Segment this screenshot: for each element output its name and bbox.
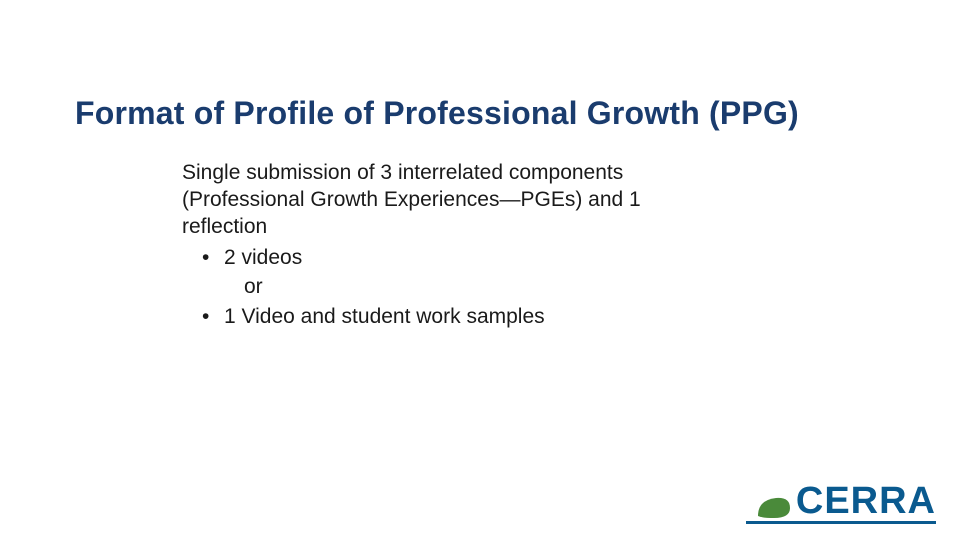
bullet-item: 1 Video and student work samples: [182, 304, 702, 331]
slide-title: Format of Profile of Professional Growth…: [75, 95, 799, 132]
logo-underline: [746, 521, 936, 524]
slide-body: Single submission of 3 interrelated comp…: [182, 160, 702, 331]
cerra-logo: CERRA: [756, 480, 936, 518]
slide: Format of Profile of Professional Growth…: [0, 0, 960, 540]
leaf-icon: [756, 494, 790, 518]
bullet-list: 1 Video and student work samples: [182, 304, 702, 331]
or-separator: or: [182, 274, 702, 301]
intro-paragraph: Single submission of 3 interrelated comp…: [182, 160, 702, 241]
bullet-list: 2 videos: [182, 245, 702, 272]
logo-text: CERRA: [796, 482, 936, 520]
bullet-item: 2 videos: [182, 245, 702, 272]
